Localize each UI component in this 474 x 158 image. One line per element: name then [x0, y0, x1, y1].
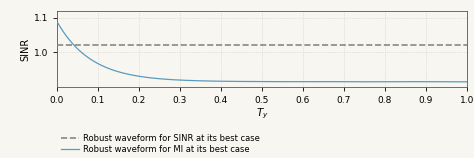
Legend: Robust waveform for SINR at its best case, Robust waveform for MI at its best ca: Robust waveform for SINR at its best cas…: [61, 134, 260, 154]
Robust waveform for MI at its best case: [464, 81, 470, 83]
Robust waveform for MI at its best case: [129, 74, 135, 76]
Robust waveform for MI at its best case: [391, 81, 397, 83]
X-axis label: $T_y$: $T_y$: [255, 106, 268, 121]
Robust waveform for MI at its best case: [360, 81, 366, 83]
Y-axis label: SINR: SINR: [21, 37, 31, 61]
Robust waveform for MI at its best case: [55, 21, 60, 23]
Robust waveform for MI at its best case: [211, 80, 217, 82]
Line: Robust waveform for MI at its best case: Robust waveform for MI at its best case: [57, 22, 467, 82]
Robust waveform for MI at its best case: [321, 81, 327, 83]
Robust waveform for MI at its best case: [300, 81, 306, 83]
